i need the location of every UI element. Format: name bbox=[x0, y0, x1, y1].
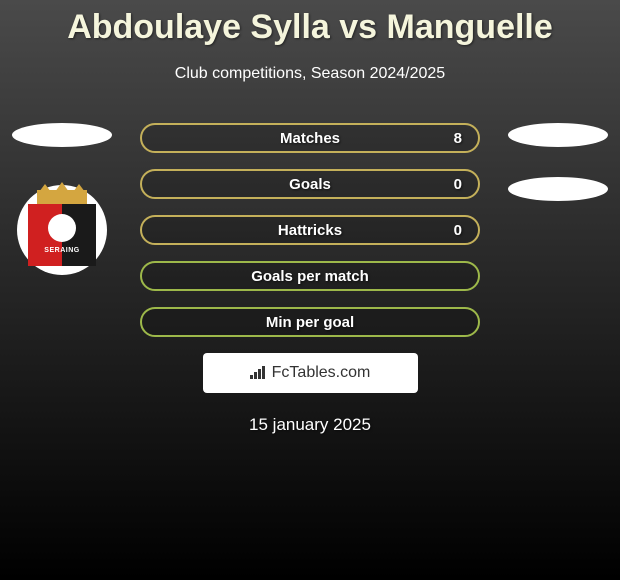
stat-row-min-per-goal: Min per goal bbox=[140, 307, 480, 337]
date-label: 15 january 2025 bbox=[140, 415, 480, 435]
stat-label: Matches bbox=[280, 130, 340, 147]
stats-container: SERAING Matches 8 Goals 0 Hattricks 0 Go… bbox=[0, 123, 620, 435]
lion-icon bbox=[48, 214, 76, 242]
right-player-column bbox=[508, 123, 608, 231]
club-badge-placeholder bbox=[508, 177, 608, 201]
stat-label: Goals per match bbox=[251, 268, 369, 285]
page-subtitle: Club competitions, Season 2024/2025 bbox=[0, 65, 620, 83]
badge-shield-icon: SERAING bbox=[28, 190, 96, 270]
player-photo-placeholder bbox=[508, 123, 608, 147]
club-name-label: SERAING bbox=[28, 247, 96, 254]
page-title: Abdoulaye Sylla vs Manguelle bbox=[0, 0, 620, 47]
stat-value: 0 bbox=[454, 176, 462, 193]
stat-row-hattricks: Hattricks 0 bbox=[140, 215, 480, 245]
player-photo-placeholder bbox=[12, 123, 112, 147]
crown-icon bbox=[37, 190, 87, 204]
stat-row-goals: Goals 0 bbox=[140, 169, 480, 199]
stat-row-goals-per-match: Goals per match bbox=[140, 261, 480, 291]
stat-row-matches: Matches 8 bbox=[140, 123, 480, 153]
stat-label: Goals bbox=[289, 176, 331, 193]
attribution-text: FcTables.com bbox=[272, 364, 371, 382]
stats-list: Matches 8 Goals 0 Hattricks 0 Goals per … bbox=[140, 123, 480, 435]
chart-icon bbox=[250, 365, 268, 382]
stat-value: 8 bbox=[454, 130, 462, 147]
left-player-column: SERAING bbox=[12, 123, 112, 275]
stat-value: 0 bbox=[454, 222, 462, 239]
stat-label: Min per goal bbox=[266, 314, 354, 331]
stat-label: Hattricks bbox=[278, 222, 342, 239]
left-club-badge: SERAING bbox=[17, 185, 107, 275]
attribution-badge: FcTables.com bbox=[203, 353, 418, 393]
